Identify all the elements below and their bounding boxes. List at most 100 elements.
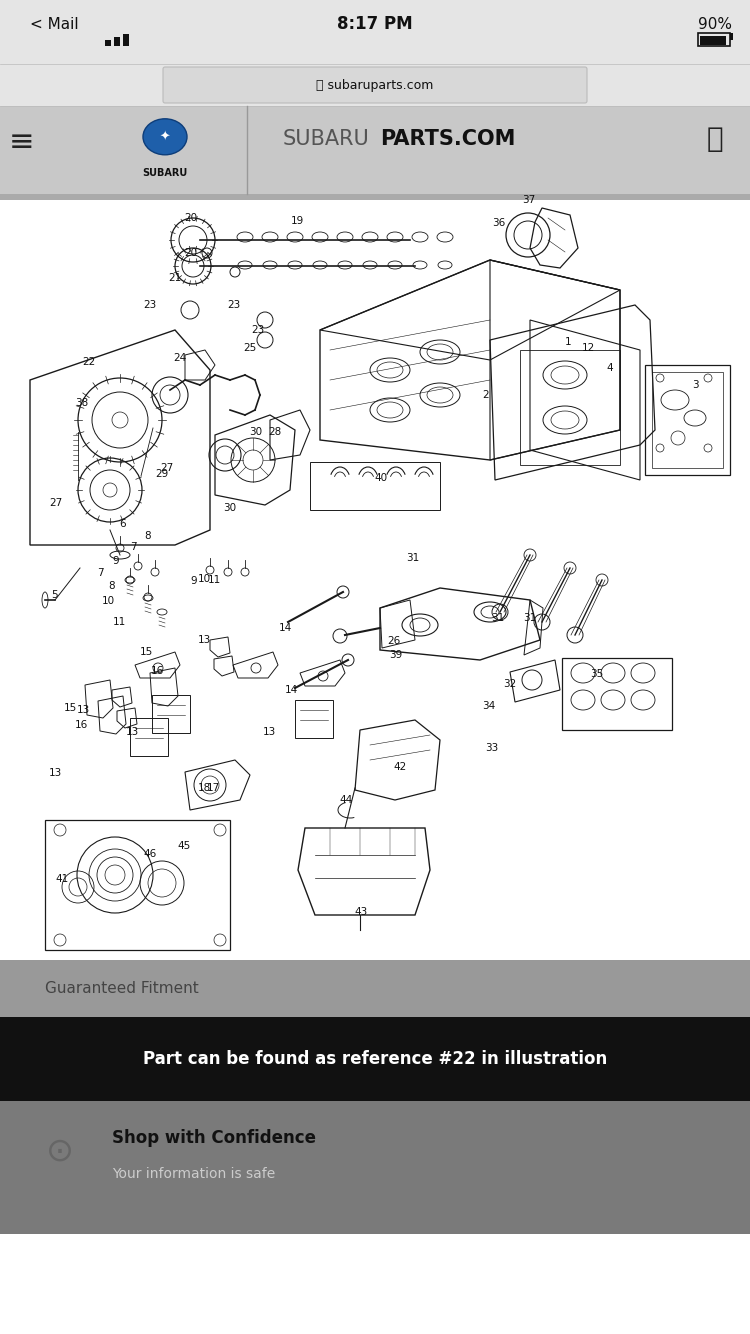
Bar xyxy=(0,200,750,960)
Text: 32: 32 xyxy=(503,679,517,688)
Text: 29: 29 xyxy=(155,470,169,479)
Text: 16: 16 xyxy=(74,720,88,730)
Bar xyxy=(0,1101,750,1234)
Text: 33: 33 xyxy=(485,743,499,752)
Text: Shop with Confidence: Shop with Confidence xyxy=(112,1130,316,1147)
Text: 19: 19 xyxy=(290,216,304,225)
Text: 23: 23 xyxy=(227,300,241,309)
Text: 15: 15 xyxy=(63,703,76,712)
Bar xyxy=(0,64,750,105)
Text: 21: 21 xyxy=(168,273,182,283)
Bar xyxy=(698,33,730,47)
Text: 8: 8 xyxy=(109,582,115,591)
Text: 46: 46 xyxy=(143,848,157,859)
Text: 13: 13 xyxy=(125,727,139,736)
Text: 13: 13 xyxy=(197,635,211,646)
FancyBboxPatch shape xyxy=(163,67,587,103)
Text: 42: 42 xyxy=(393,762,406,772)
Text: 13: 13 xyxy=(48,768,62,778)
Text: 39: 39 xyxy=(389,650,403,660)
Text: ✦: ✦ xyxy=(160,131,170,143)
Text: 27: 27 xyxy=(50,498,62,508)
Text: 17: 17 xyxy=(206,783,220,792)
Text: 🔒 subaruparts.com: 🔒 subaruparts.com xyxy=(316,79,434,92)
Bar xyxy=(105,40,111,47)
Bar xyxy=(645,366,730,475)
Text: 31: 31 xyxy=(524,614,537,623)
Bar xyxy=(152,695,190,732)
Text: 9: 9 xyxy=(190,576,197,586)
Text: 14: 14 xyxy=(284,684,298,695)
Bar xyxy=(520,350,620,466)
Text: 23: 23 xyxy=(143,300,157,309)
Text: 20: 20 xyxy=(184,213,197,223)
Text: 24: 24 xyxy=(173,354,187,363)
Text: SUBARU: SUBARU xyxy=(142,168,188,177)
Bar xyxy=(652,372,723,468)
Bar xyxy=(114,37,120,47)
Text: 28: 28 xyxy=(268,427,282,438)
Text: 3: 3 xyxy=(692,380,698,390)
Bar xyxy=(0,105,750,193)
Text: Your information is safe: Your information is safe xyxy=(112,1167,276,1181)
Text: 🛒: 🛒 xyxy=(706,125,723,153)
Bar xyxy=(45,820,230,950)
Text: 7: 7 xyxy=(130,542,136,552)
Text: 43: 43 xyxy=(354,907,368,916)
Text: 7: 7 xyxy=(97,568,104,578)
Text: 1: 1 xyxy=(565,338,572,347)
Text: 16: 16 xyxy=(150,666,164,676)
Text: 5: 5 xyxy=(52,590,58,600)
Text: 26: 26 xyxy=(387,636,400,646)
Bar xyxy=(0,1017,750,1101)
Text: 4: 4 xyxy=(607,363,613,374)
Text: 34: 34 xyxy=(482,700,496,711)
Text: 13: 13 xyxy=(76,704,90,715)
Text: 12: 12 xyxy=(581,343,595,354)
Text: 6: 6 xyxy=(120,519,126,530)
Bar xyxy=(0,193,750,200)
Text: < Mail: < Mail xyxy=(30,17,79,32)
Text: 41: 41 xyxy=(56,874,69,884)
Text: 36: 36 xyxy=(492,217,506,228)
Text: ≡: ≡ xyxy=(9,128,34,157)
Text: 8:17 PM: 8:17 PM xyxy=(338,15,412,33)
Text: 10: 10 xyxy=(197,574,211,584)
Text: 31: 31 xyxy=(491,614,505,623)
Bar xyxy=(130,718,168,756)
Text: 22: 22 xyxy=(82,358,96,367)
Text: Guaranteed Fitment: Guaranteed Fitment xyxy=(45,980,199,996)
Text: Part can be found as reference #22 in illustration: Part can be found as reference #22 in il… xyxy=(142,1050,608,1069)
Text: 2: 2 xyxy=(483,390,489,400)
Text: 31: 31 xyxy=(406,554,420,563)
Text: 30: 30 xyxy=(224,503,236,514)
Text: 27: 27 xyxy=(160,463,173,474)
Text: 38: 38 xyxy=(75,398,88,408)
Bar xyxy=(295,700,333,738)
Text: 35: 35 xyxy=(590,668,604,679)
Text: SUBARU: SUBARU xyxy=(284,129,370,149)
Bar xyxy=(562,658,672,730)
Text: 90%: 90% xyxy=(698,17,732,32)
Text: ⊙: ⊙ xyxy=(46,1135,74,1169)
Text: PARTS.COM: PARTS.COM xyxy=(380,129,515,149)
Text: 37: 37 xyxy=(522,195,536,205)
Text: 14: 14 xyxy=(278,623,292,634)
Text: 18: 18 xyxy=(197,783,211,792)
Text: 45: 45 xyxy=(177,840,190,851)
Bar xyxy=(730,32,733,40)
Text: 30: 30 xyxy=(250,427,262,438)
Text: 25: 25 xyxy=(243,343,256,354)
Text: 10: 10 xyxy=(101,596,115,606)
Text: 13: 13 xyxy=(262,727,276,736)
Text: 40: 40 xyxy=(374,474,388,483)
Text: 15: 15 xyxy=(140,647,153,658)
Text: 11: 11 xyxy=(207,575,220,586)
Bar xyxy=(700,36,726,45)
Bar xyxy=(0,960,750,1017)
Text: 23: 23 xyxy=(251,325,265,335)
Text: 20: 20 xyxy=(184,248,197,257)
Bar xyxy=(123,35,129,47)
Text: 9: 9 xyxy=(112,556,119,566)
Ellipse shape xyxy=(143,119,187,155)
